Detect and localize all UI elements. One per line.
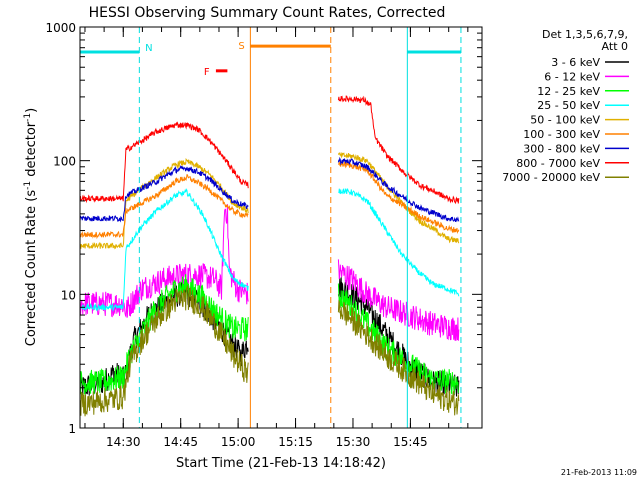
y-axis-label-end: ) xyxy=(24,108,39,113)
x-tick-label-0: 14:30 xyxy=(106,435,141,449)
y-tick-label-0: 1 xyxy=(68,422,76,436)
y-axis-label: Corrected Count Rate (s-1 detector-1) xyxy=(23,108,39,346)
series-trace-3-segment-1 xyxy=(338,188,460,297)
legend-label-7: 800 - 7000 keV xyxy=(516,157,600,170)
legend-label-5: 100 - 300 keV xyxy=(523,128,600,141)
legend-header-line2: Att 0 xyxy=(602,40,628,53)
night-flag-label: N xyxy=(145,43,152,54)
y-axis: 1 10 100 1000 xyxy=(45,21,482,436)
legend-header-line1: Det 1,3,5,6,7,9, xyxy=(542,28,628,41)
series-trace-5-segment-1 xyxy=(337,160,460,234)
generation-timestamp: 21-Feb-2013 11:09 xyxy=(561,468,637,477)
series-trace-2-segment-0 xyxy=(79,274,249,395)
x-tick-label-4: 15:30 xyxy=(336,435,371,449)
legend-label-1: 6 - 12 keV xyxy=(544,70,600,83)
flare-flag-label: F xyxy=(204,67,210,78)
series-trace-0-segment-1 xyxy=(337,277,460,398)
x-axis: 14:30 14:45 15:00 15:15 15:30 15:45 xyxy=(84,27,469,449)
series-trace-7-segment-1 xyxy=(337,95,460,205)
legend-label-6: 300 - 800 keV xyxy=(523,142,600,155)
series-trace-6-segment-0 xyxy=(79,164,249,223)
legend-label-0: 3 - 6 keV xyxy=(551,56,600,69)
plot-area: N S F xyxy=(79,27,462,428)
y-axis-label-sup1: -1 xyxy=(23,181,33,190)
series-trace-8-segment-0 xyxy=(79,285,249,417)
legend-label-8: 7000 - 20000 keV xyxy=(502,171,600,184)
y-axis-label-main: Corrected Count Rate (s xyxy=(24,190,39,347)
y-tick-label-3: 1000 xyxy=(45,21,76,35)
legend-label-3: 25 - 50 keV xyxy=(537,99,600,112)
series-trace-1-segment-0 xyxy=(79,204,249,319)
y-axis-label-sup2: -1 xyxy=(23,113,33,122)
y-axis-label-mid: detector xyxy=(24,121,39,181)
y-tick-label-2: 100 xyxy=(53,155,76,169)
series-trace-1-segment-1 xyxy=(337,259,460,341)
series-trace-7-segment-0 xyxy=(79,121,249,204)
y-tick-label-1: 10 xyxy=(61,288,76,302)
x-tick-label-3: 15:15 xyxy=(278,435,313,449)
x-tick-label-5: 15:45 xyxy=(393,435,428,449)
series-trace-6-segment-1 xyxy=(337,156,460,223)
x-tick-label-2: 15:00 xyxy=(221,435,256,449)
series-trace-8-segment-1 xyxy=(337,299,460,416)
saa-flag-label: S xyxy=(238,41,244,52)
chart-title: HESSI Observing Summary Count Rates, Cor… xyxy=(89,5,446,21)
x-axis-label: Start Time (21-Feb-13 14:18:42) xyxy=(176,456,386,471)
series-trace-3-segment-0 xyxy=(79,188,249,313)
plot-frame xyxy=(79,26,483,429)
legend-label-2: 12 - 25 keV xyxy=(537,85,600,98)
series-trace-5-segment-0 xyxy=(79,174,249,240)
legend-label-4: 50 - 100 keV xyxy=(530,114,600,127)
x-tick-label-1: 14:45 xyxy=(163,435,198,449)
